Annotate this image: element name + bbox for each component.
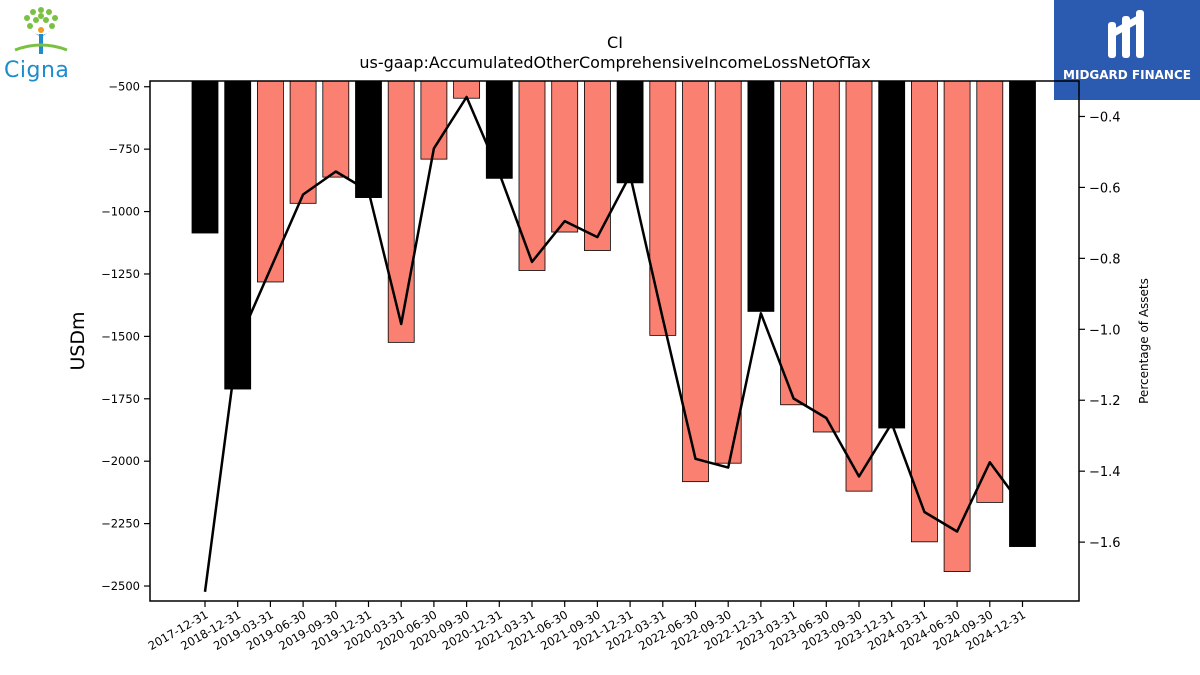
y-tick-label-right: −1.0	[1089, 323, 1121, 338]
y-tick-label-left: −1500	[101, 329, 140, 343]
percentage-of-assets-line	[203, 95, 1024, 592]
chart-subtitle: us-gaap:AccumulatedOtherComprehensiveInc…	[359, 53, 870, 72]
left-y-axis: −500 −750 −1000 −1250 −1500 −1750 −2000 −2250 −2…	[101, 80, 150, 593]
y-tick-label-left: −2000	[101, 454, 140, 468]
y-axis-label-left: USDm	[67, 311, 89, 370]
y-tick-label-right: −1.4	[1089, 465, 1121, 480]
y-tick-label-right: −0.4	[1089, 110, 1121, 125]
bar-2019-09-30	[322, 80, 350, 178]
bar-2022-03-31	[649, 80, 677, 336]
y-tick-label-left: −1750	[101, 392, 140, 406]
y-axis-label-right: Percentage of Assets	[1137, 278, 1151, 404]
bar-2023-03-31	[780, 80, 807, 406]
bar-2024-09-30	[976, 80, 1004, 503]
midgard-mark-icon	[1108, 10, 1144, 58]
bar-2019-06-30	[289, 80, 317, 204]
bar-2017-12-31	[191, 80, 219, 234]
y-tick-label-right: −1.6	[1089, 536, 1121, 551]
y-tick-label-left: −1000	[101, 205, 140, 219]
y-tick-label-left: −2250	[101, 517, 140, 531]
bar-series	[191, 80, 1036, 572]
y-tick-label-left: −1250	[101, 267, 140, 281]
y-tick-label-left: −750	[108, 142, 140, 156]
bar-2020-03-31	[387, 80, 415, 343]
bar-2021-09-30	[584, 80, 611, 251]
y-tick-label-left: −500	[108, 80, 140, 94]
bar-2023-12-31	[878, 80, 906, 429]
bar-2024-03-31	[911, 80, 938, 543]
cigna-logo: Cigna	[0, 0, 86, 90]
bar-2024-12-31	[1009, 80, 1036, 547]
bar-2023-09-30	[845, 80, 873, 492]
right-y-axis: −0.4 −0.6 −0.8 −1.0 −1.2 −1.4 −1.6	[1079, 110, 1121, 551]
bar-2019-03-31	[256, 80, 284, 283]
midgard-finance-logo-text: MIDGARD FINANCE	[1063, 68, 1191, 82]
tree-of-people-icon	[14, 7, 68, 54]
bar-2023-06-30	[812, 80, 840, 433]
bar-2019-12-31	[355, 80, 382, 198]
cigna-logo-text: Cigna	[4, 58, 70, 83]
bar-2018-12-31	[224, 80, 252, 390]
bar-2022-12-31	[747, 80, 775, 312]
y-tick-label-right: −0.6	[1089, 181, 1121, 196]
y-tick-label-right: −1.2	[1089, 394, 1121, 409]
bar-2024-06-30	[943, 80, 971, 572]
bar-2020-12-31	[485, 80, 513, 179]
chart-title: CI	[607, 33, 623, 52]
bar-2020-09-30	[453, 80, 481, 99]
bar-2021-06-30	[551, 80, 579, 233]
bar-2021-12-31	[616, 80, 644, 184]
y-tick-label-left: −2500	[101, 579, 140, 593]
bar-2021-03-31	[518, 80, 546, 271]
x-axis: 2017-12-312018-12-312019-03-312019-06-30…	[146, 601, 1028, 653]
plot-frame	[149, 80, 1080, 602]
y-tick-label-right: −0.8	[1089, 252, 1121, 267]
bar-2022-09-30	[714, 80, 742, 464]
